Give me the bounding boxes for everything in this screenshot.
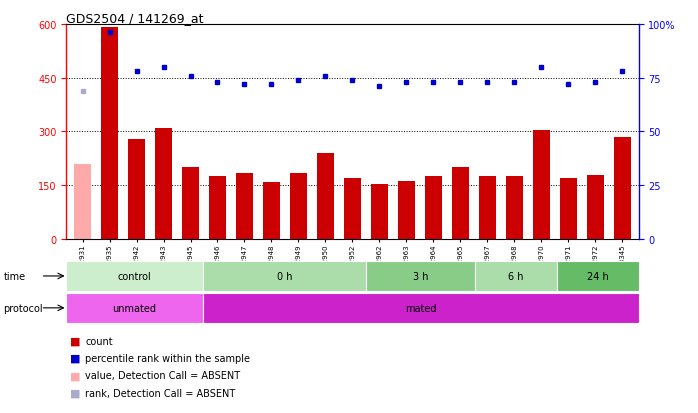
Bar — [371, 184, 388, 240]
Text: time: time — [3, 271, 26, 281]
Bar — [479, 177, 496, 240]
Bar — [614, 138, 631, 240]
Text: GDS2504 / 141269_at: GDS2504 / 141269_at — [66, 12, 204, 25]
Bar — [424, 177, 443, 240]
Bar — [557, 261, 639, 291]
Text: ■: ■ — [70, 388, 80, 398]
Text: 24 h: 24 h — [587, 271, 609, 281]
Text: control: control — [117, 271, 151, 281]
Text: 3 h: 3 h — [413, 271, 429, 281]
Bar — [317, 154, 334, 240]
Bar — [202, 261, 366, 291]
Text: percentile rank within the sample: percentile rank within the sample — [85, 353, 250, 363]
Text: unmated: unmated — [112, 303, 156, 313]
Bar — [236, 173, 253, 240]
Bar — [475, 261, 557, 291]
Text: 6 h: 6 h — [508, 271, 524, 281]
Bar — [155, 128, 172, 240]
Bar — [366, 261, 475, 291]
Bar — [398, 182, 415, 240]
Text: 0 h: 0 h — [276, 271, 292, 281]
Bar — [343, 179, 362, 240]
Bar — [560, 179, 577, 240]
Bar — [128, 139, 145, 240]
Text: protocol: protocol — [3, 303, 43, 313]
Text: rank, Detection Call = ABSENT: rank, Detection Call = ABSENT — [85, 388, 235, 398]
Bar — [533, 131, 550, 240]
Text: ■: ■ — [70, 370, 80, 380]
Bar — [202, 293, 639, 323]
Bar — [66, 261, 202, 291]
Text: count: count — [85, 336, 113, 346]
Bar — [587, 175, 604, 240]
Text: ■: ■ — [70, 353, 80, 363]
Text: value, Detection Call = ABSENT: value, Detection Call = ABSENT — [85, 370, 240, 380]
Bar — [506, 177, 524, 240]
Bar — [74, 164, 91, 240]
Text: ■: ■ — [70, 336, 80, 346]
Bar — [66, 293, 202, 323]
Bar — [181, 168, 199, 240]
Text: mated: mated — [405, 303, 436, 313]
Bar — [209, 177, 226, 240]
Bar — [290, 173, 307, 240]
Bar — [262, 182, 281, 240]
Bar — [101, 28, 118, 240]
Bar — [452, 168, 469, 240]
